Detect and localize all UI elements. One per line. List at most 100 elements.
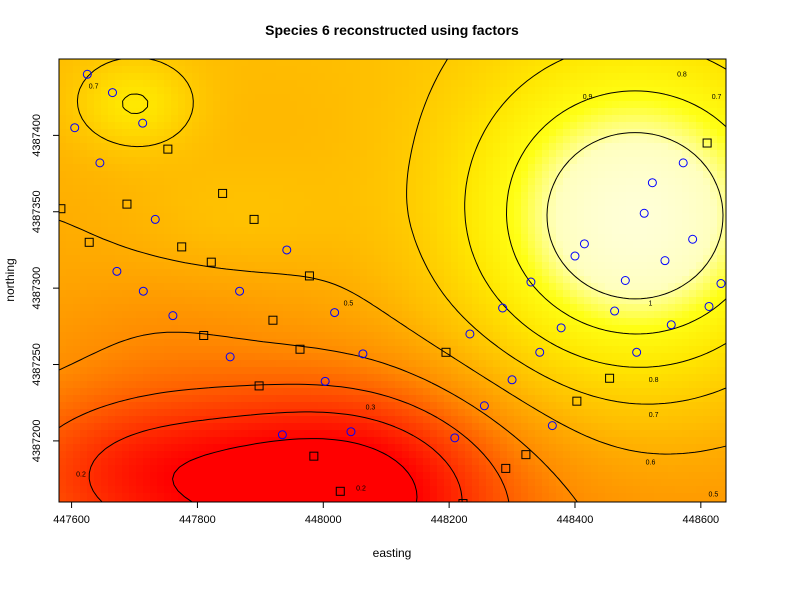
heat-cell: [346, 395, 354, 403]
heat-cell: [115, 150, 123, 158]
heat-cell: [248, 94, 256, 102]
heat-cell: [570, 101, 578, 109]
heat-cell: [325, 192, 333, 200]
heat-cell: [654, 213, 662, 221]
heat-cell: [269, 234, 277, 242]
heat-cell: [283, 248, 291, 256]
heat-cell: [206, 339, 214, 347]
heat-cell: [332, 416, 340, 424]
heat-cell: [675, 381, 683, 389]
heat-cell: [332, 353, 340, 361]
heat-cell: [577, 367, 585, 375]
heat-cell: [605, 297, 613, 305]
heat-cell: [220, 388, 228, 396]
heat-cell: [276, 395, 284, 403]
heat-cell: [318, 59, 326, 67]
heat-cell: [374, 171, 382, 179]
heat-cell: [549, 381, 557, 389]
heat-cell: [654, 234, 662, 242]
heat-cell: [500, 178, 508, 186]
heat-cell: [234, 409, 242, 417]
heat-cell: [367, 402, 375, 410]
heat-cell: [577, 332, 585, 340]
heat-cell: [451, 388, 459, 396]
heat-cell: [94, 59, 102, 67]
heat-cell: [136, 388, 144, 396]
heat-cell: [521, 395, 529, 403]
heat-cell: [108, 143, 116, 151]
heat-cell: [528, 290, 536, 298]
heat-cell: [346, 87, 354, 95]
heat-cell: [346, 290, 354, 298]
heat-cell: [388, 367, 396, 375]
heat-cell: [724, 318, 726, 326]
heat-cell: [724, 199, 726, 207]
heat-cell: [241, 129, 249, 137]
heat-cell: [143, 143, 151, 151]
heat-cell: [381, 388, 389, 396]
heat-cell: [626, 381, 634, 389]
heat-cell: [647, 402, 655, 410]
heat-cell: [584, 283, 592, 291]
heat-cell: [423, 262, 431, 270]
heat-cell: [325, 164, 333, 172]
heat-cell: [556, 262, 564, 270]
heat-cell: [444, 213, 452, 221]
heat-cell: [640, 227, 648, 235]
heat-cell: [94, 241, 102, 249]
heat-cell: [220, 206, 228, 214]
heat-cell: [248, 269, 256, 277]
heat-cell: [612, 409, 620, 417]
heat-cell: [101, 381, 109, 389]
heat-cell: [108, 255, 116, 263]
heat-cell: [255, 101, 263, 109]
heat-cell: [640, 276, 648, 284]
heat-cell: [563, 73, 571, 81]
heat-cell: [682, 59, 690, 67]
heat-cell: [290, 213, 298, 221]
heat-cell: [654, 66, 662, 74]
heat-cell: [633, 367, 641, 375]
heat-cell: [395, 206, 403, 214]
heat-cell: [500, 94, 508, 102]
heat-cell: [339, 325, 347, 333]
heat-cell: [542, 59, 550, 67]
heat-cell: [430, 185, 438, 193]
heat-cell: [59, 360, 67, 368]
heat-cell: [542, 108, 550, 116]
heat-cell: [367, 255, 375, 263]
heat-cell: [465, 59, 473, 67]
heat-cell: [108, 157, 116, 165]
heat-cell: [199, 136, 207, 144]
heat-cell: [276, 360, 284, 368]
heat-cell: [654, 150, 662, 158]
heat-cell: [255, 185, 263, 193]
heat-cell: [339, 367, 347, 375]
heat-cell: [206, 185, 214, 193]
heat-cell: [500, 115, 508, 123]
heat-cell: [402, 115, 410, 123]
heat-cell: [493, 248, 501, 256]
heat-cell: [332, 395, 340, 403]
heat-cell: [479, 220, 487, 228]
heat-cell: [290, 395, 298, 403]
heat-cell: [108, 339, 116, 347]
heat-cell: [325, 122, 333, 130]
heat-cell: [157, 171, 165, 179]
heat-cell: [87, 402, 95, 410]
heat-cell: [416, 346, 424, 354]
heat-cell: [346, 171, 354, 179]
heat-cell: [535, 353, 543, 361]
heat-cell: [227, 416, 235, 424]
heat-cell: [514, 227, 522, 235]
heat-cell: [423, 66, 431, 74]
heat-cell: [255, 206, 263, 214]
heat-cell: [311, 283, 319, 291]
heat-cell: [402, 59, 410, 67]
heat-cell: [311, 311, 319, 319]
heat-cell: [521, 136, 529, 144]
heat-cell: [367, 346, 375, 354]
heat-cell: [675, 108, 683, 116]
heat-cell: [150, 311, 158, 319]
heat-cell: [73, 136, 81, 144]
